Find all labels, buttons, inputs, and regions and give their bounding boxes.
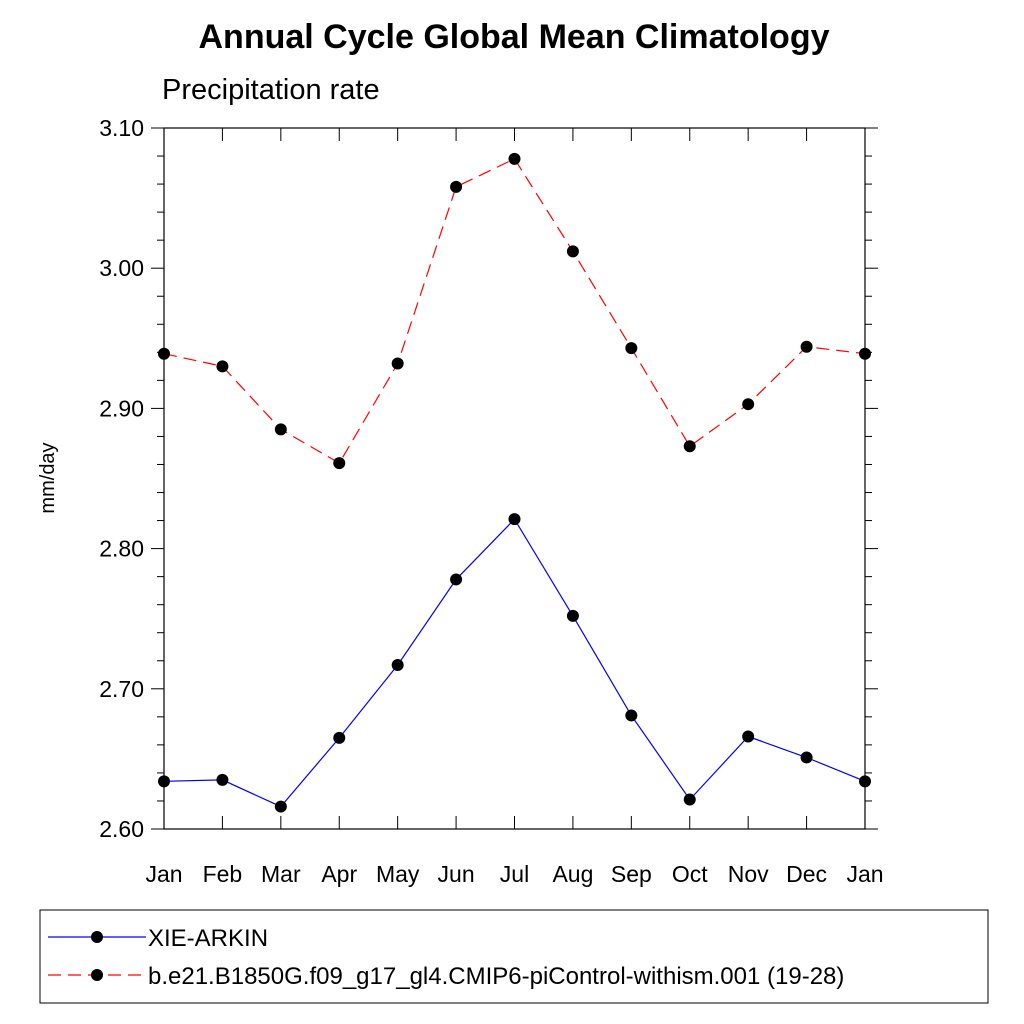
data-point xyxy=(158,775,170,788)
plot-frame xyxy=(163,127,866,830)
y-tick-label: 2.90 xyxy=(99,395,144,421)
x-tick-label: Jan xyxy=(145,861,182,887)
y-tick-label: 2.60 xyxy=(99,816,144,842)
x-tick-label: Dec xyxy=(786,861,827,887)
legend-marker xyxy=(91,969,103,981)
data-point xyxy=(683,440,696,453)
x-tick-label: Jun xyxy=(438,861,475,887)
y-tick-label: 2.80 xyxy=(99,536,144,562)
data-point xyxy=(274,800,287,813)
data-point xyxy=(508,152,521,165)
series-line-xie-arkin xyxy=(163,518,866,808)
data-point xyxy=(450,573,463,586)
series-layer xyxy=(158,152,871,813)
data-point xyxy=(625,342,638,355)
data-point xyxy=(333,457,346,470)
data-point xyxy=(859,347,871,360)
series-line-model xyxy=(163,158,866,464)
data-point xyxy=(566,245,579,258)
legend-label: XIE-ARKIN xyxy=(148,925,268,952)
x-tick-label: Aug xyxy=(552,861,593,887)
x-tick-label: Nov xyxy=(728,861,769,887)
legend-marker xyxy=(91,931,103,943)
data-point xyxy=(216,360,229,373)
data-point xyxy=(508,513,521,526)
x-tick-label: Oct xyxy=(672,861,708,887)
x-tick-label: Jul xyxy=(500,861,529,887)
legend: XIE-ARKIN b.e21.B1850G.f09_g17_gl4.CMIP6-… xyxy=(48,925,844,990)
data-point xyxy=(158,347,170,360)
data-point xyxy=(566,609,579,622)
x-tick-label: May xyxy=(376,861,420,887)
y-axis-label: mm/day xyxy=(37,442,59,513)
y-tick-label: 2.70 xyxy=(99,676,144,702)
x-tick-label: Jan xyxy=(846,861,883,887)
chart-subtitle: Precipitation rate xyxy=(162,74,380,106)
data-point xyxy=(742,730,755,743)
chart-title: Annual Cycle Global Mean Climatology xyxy=(199,18,830,56)
data-point xyxy=(391,658,404,671)
data-point xyxy=(800,340,813,353)
data-point xyxy=(742,398,755,411)
data-point xyxy=(450,180,463,193)
data-point xyxy=(800,751,813,764)
legend-box xyxy=(39,909,989,1004)
data-point xyxy=(683,793,696,806)
x-tick-label: Feb xyxy=(203,861,243,887)
data-point xyxy=(333,731,346,744)
legend-label: b.e21.B1850G.f09_g17_gl4.CMIP6-piControl… xyxy=(148,963,844,990)
y-tick-label: 3.00 xyxy=(99,255,144,281)
x-tick-label: Sep xyxy=(611,861,652,887)
x-tick-label: Apr xyxy=(321,861,357,887)
data-point xyxy=(391,357,404,370)
data-point xyxy=(859,775,871,788)
axis-ticks: Jan Feb Mar Apr May Jun Jul Aug Sep Oct Nov Dec Jan2… xyxy=(99,115,883,887)
x-tick-label: Mar xyxy=(261,861,301,887)
data-point xyxy=(625,709,638,722)
y-tick-label: 3.10 xyxy=(99,115,144,141)
data-point xyxy=(274,423,287,436)
data-point xyxy=(216,773,229,786)
